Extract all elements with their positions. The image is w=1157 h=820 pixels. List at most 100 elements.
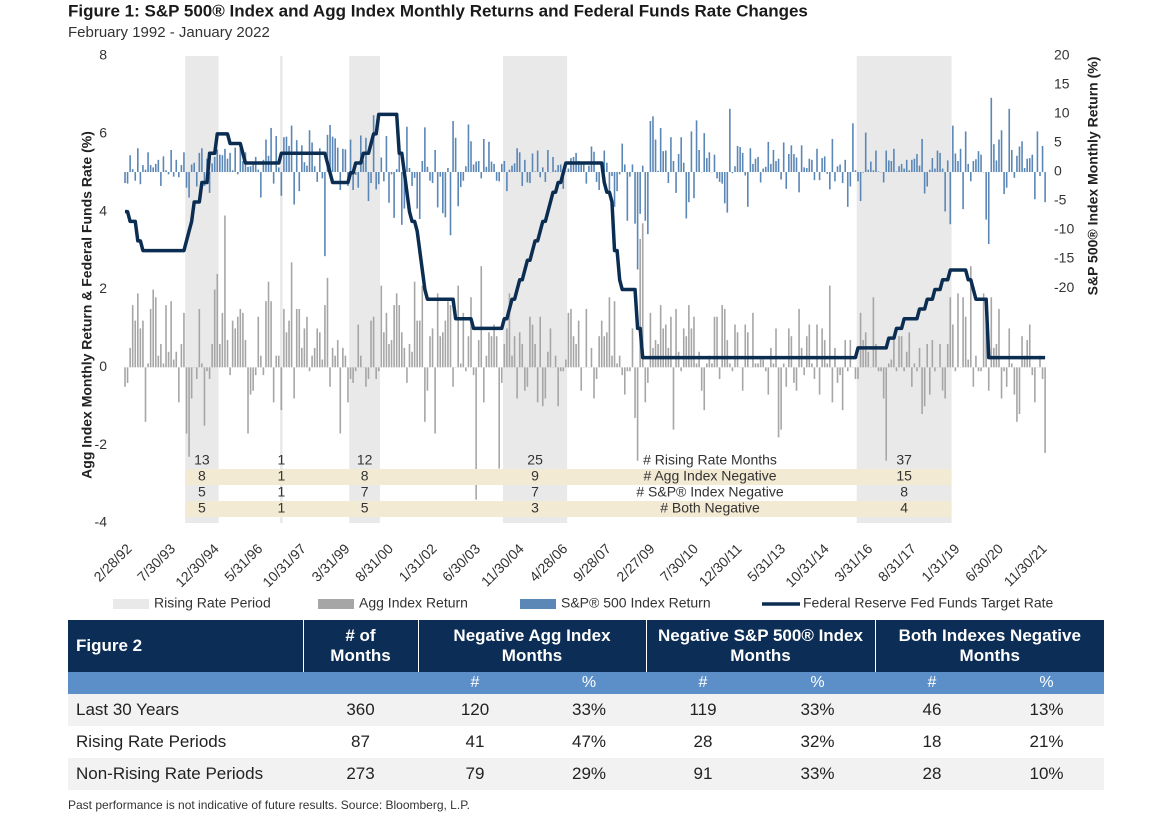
agg-bar xyxy=(1008,328,1011,368)
sp500-bar xyxy=(357,172,360,188)
column-header: Negative S&P 500® Index Months xyxy=(658,626,863,665)
sp500-bar xyxy=(980,154,982,173)
agg-bar xyxy=(498,367,500,469)
agg-bar xyxy=(967,359,970,368)
agg-bar xyxy=(780,367,782,430)
x-tick-label: 11/30/21 xyxy=(1001,540,1050,589)
y2-axis-label: S&P 500® Index Monthly Return (%) xyxy=(1085,57,1101,296)
sp500-bar xyxy=(544,172,547,182)
sp500-bar xyxy=(557,165,559,173)
agg-bar xyxy=(162,363,165,368)
sp500-bar xyxy=(459,172,462,188)
agg-bar xyxy=(736,332,739,368)
agg-bar xyxy=(693,316,695,368)
agg-bar xyxy=(849,340,852,368)
agg-bar xyxy=(862,340,864,368)
sp500-bar xyxy=(252,163,254,173)
agg-bar xyxy=(236,316,239,368)
legend-swatch xyxy=(520,599,556,609)
agg-bar xyxy=(685,336,688,368)
agg-bar xyxy=(516,367,518,399)
agg-bar xyxy=(216,273,219,368)
agg-bar xyxy=(306,316,308,368)
agg-bar xyxy=(795,367,798,391)
sp500-bar xyxy=(613,172,616,207)
sp500-bar xyxy=(969,172,972,182)
sp500-bar xyxy=(424,127,426,173)
sp500-bar xyxy=(493,163,495,173)
sp500-bar xyxy=(406,126,408,173)
agg-bar xyxy=(275,355,278,368)
sp500-bar xyxy=(265,139,267,173)
table-cell: 33% xyxy=(760,758,875,790)
agg-bar xyxy=(544,367,547,399)
sp500-bar xyxy=(841,172,844,184)
agg-bar xyxy=(1003,367,1005,372)
agg-bar xyxy=(846,367,849,372)
agg-bar xyxy=(623,367,626,395)
agg-bar xyxy=(395,293,398,368)
sp500-bar xyxy=(854,170,857,173)
y2-tick-label: -15 xyxy=(1054,250,1074,266)
agg-bar xyxy=(541,367,544,407)
agg-bar xyxy=(188,367,190,457)
sp500-bar xyxy=(644,172,647,221)
sp500-bar xyxy=(508,169,511,173)
sp500-bar xyxy=(236,172,239,175)
subheader-cell: % xyxy=(532,672,646,694)
sp500-bar xyxy=(844,159,847,173)
sp500-bar xyxy=(160,172,162,186)
y-tick-label: 0 xyxy=(99,358,107,374)
agg-bar xyxy=(311,355,313,368)
agg-bar xyxy=(470,297,472,368)
agg-bar xyxy=(744,324,747,368)
agg-bar xyxy=(367,367,370,380)
x-tick-label: 11/30/04 xyxy=(478,540,527,589)
sp500-bar xyxy=(647,172,649,235)
table-title: Figure 2 xyxy=(68,620,303,672)
agg-bar xyxy=(785,367,788,387)
x-tick-label: 1/31/02 xyxy=(395,540,439,584)
agg-bar xyxy=(242,312,244,368)
agg-bar xyxy=(506,328,508,368)
sp500-bar xyxy=(908,170,911,173)
agg-bar xyxy=(226,340,229,368)
agg-bar xyxy=(606,332,608,368)
y-tick-label: 2 xyxy=(99,280,107,296)
agg-bar xyxy=(488,332,490,368)
sp500-bar xyxy=(442,172,444,214)
agg-bar xyxy=(726,340,729,368)
sp500-bar xyxy=(388,172,390,203)
sp500-bar xyxy=(472,164,475,173)
table-row: Non-Rising Rate Periods 273 79 29% 91 33% 28 10… xyxy=(68,758,1104,790)
sp500-bar xyxy=(506,172,508,192)
sp500-bar xyxy=(903,168,905,173)
sp500-bar xyxy=(518,152,521,173)
agg-bar xyxy=(442,332,444,368)
x-tick-label: 10/31/14 xyxy=(782,540,832,590)
agg-bar xyxy=(626,367,629,372)
sp500-bar xyxy=(744,172,747,176)
sp500-bar xyxy=(144,169,147,173)
agg-bar xyxy=(980,367,982,372)
annotation-value: 9 xyxy=(531,468,539,484)
sp500-bar xyxy=(987,172,990,244)
x-tick-label: 10/31/97 xyxy=(259,540,309,590)
sp500-bar xyxy=(318,148,321,173)
agg-bar xyxy=(293,367,295,399)
sp500-bar xyxy=(928,169,931,173)
sp500-bar xyxy=(308,130,311,173)
sp500-bar xyxy=(672,161,675,173)
agg-bar xyxy=(759,359,762,368)
sp500-bar xyxy=(949,172,952,225)
sp500-bar xyxy=(849,172,852,187)
sp500-bar xyxy=(939,152,941,173)
agg-bar xyxy=(539,316,542,368)
sp500-bar xyxy=(539,172,542,178)
agg-bar xyxy=(203,367,206,426)
agg-bar xyxy=(975,355,977,368)
agg-bar xyxy=(613,301,616,368)
agg-bar xyxy=(198,308,201,368)
sp500-bar xyxy=(262,159,265,173)
sp500-bar xyxy=(577,161,580,173)
